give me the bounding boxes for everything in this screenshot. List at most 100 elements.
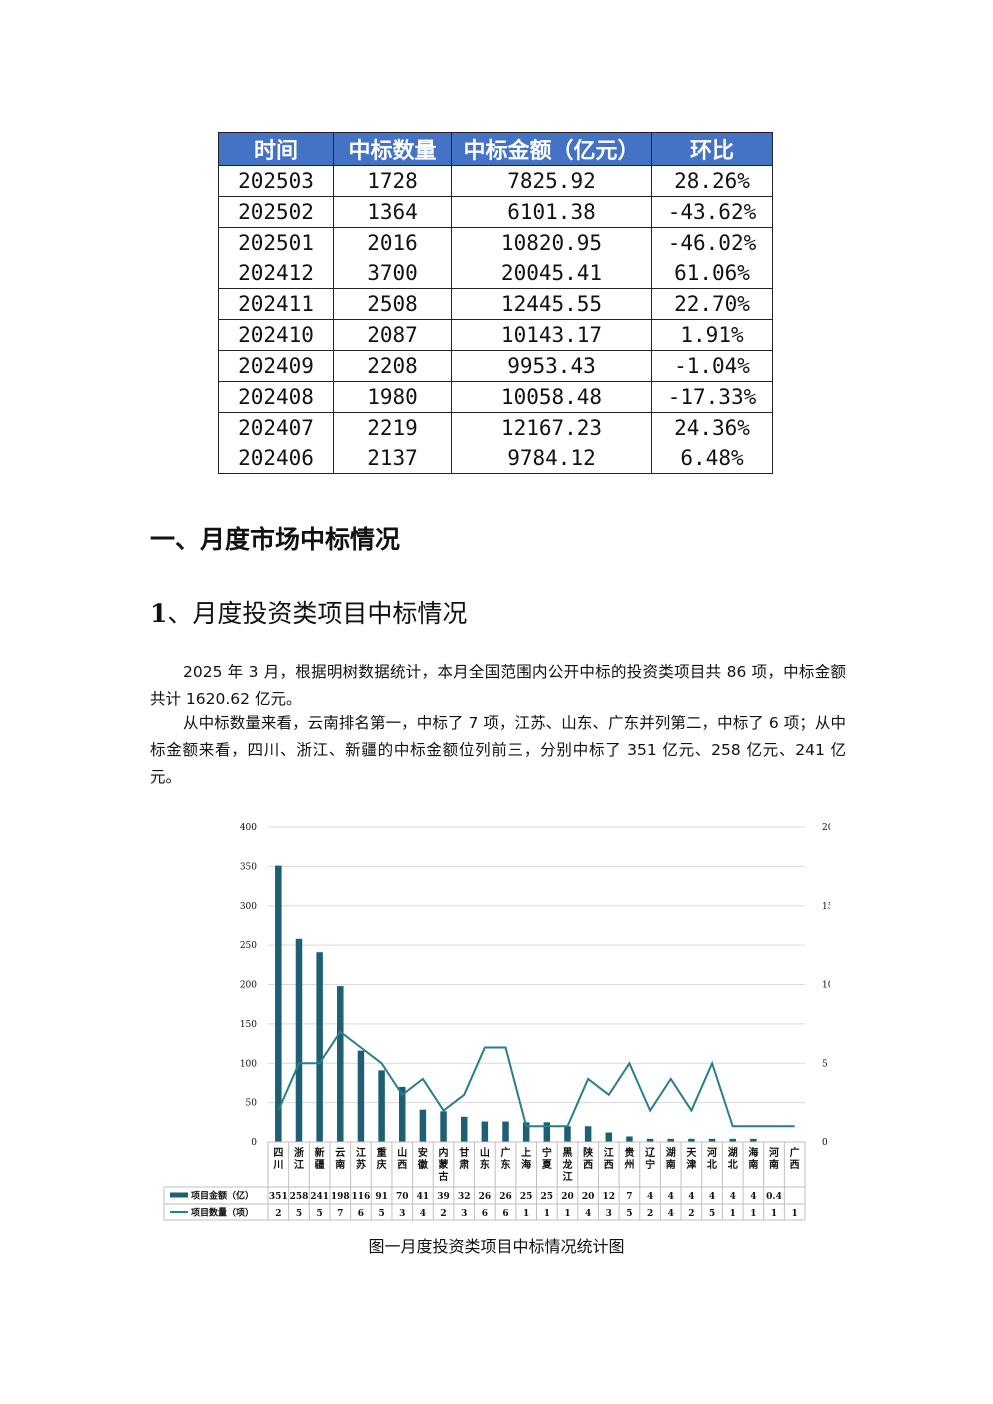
category-label: 苏 [356, 1158, 366, 1171]
heading-2-number: 1 [150, 599, 168, 628]
bar-value-label: 4 [709, 1192, 715, 1202]
cell-mom: -17.33% [651, 381, 773, 413]
line-value-label: 1 [544, 1209, 550, 1219]
line-value-label: 2 [440, 1209, 446, 1219]
cell-mom: 28.26% [651, 165, 773, 197]
table-row: 202411 2508 12445.55 22.70% [218, 288, 773, 320]
category-label: 广 [790, 1146, 800, 1159]
category-label: 河 [707, 1147, 717, 1159]
bar-value-label: 351 [269, 1192, 288, 1202]
bar-value-label: 4 [647, 1192, 653, 1202]
cell-count: 1980 [333, 381, 452, 413]
cell-count: 2208 [333, 350, 452, 382]
bar [460, 1116, 468, 1142]
category-label: 山 [397, 1146, 407, 1159]
cell-count: 2087 [333, 319, 452, 351]
paragraph-summary: 2025 年 3 月，根据明树数据统计，本月全国范围内公开中标的投资类项目共 8… [150, 663, 846, 708]
cell-amount: 12445.55 [451, 288, 652, 320]
y-right-tick-label: 20 [822, 823, 830, 833]
category-label: 津 [686, 1158, 696, 1171]
category-label: 庆 [376, 1158, 387, 1171]
cell-time: 202502 [218, 196, 334, 228]
bar-value-label: 241 [310, 1192, 329, 1202]
bar [502, 1121, 509, 1142]
category-label: 安 [418, 1146, 428, 1159]
category-label: 辽 [645, 1147, 656, 1159]
category-label: 州 [623, 1159, 634, 1171]
category-label: 贵 [624, 1146, 634, 1159]
category-label: 陕 [583, 1146, 593, 1159]
category-label: 海 [748, 1146, 758, 1159]
bar-value-label: 70 [396, 1192, 409, 1202]
header-mom: 环比 [651, 132, 773, 166]
header-count: 中标数量 [333, 132, 452, 166]
bar-value-label: 4 [688, 1192, 694, 1202]
y-left-tick-label: 0 [251, 1138, 257, 1148]
bar-value-label: 258 [290, 1192, 309, 1202]
category-label: 浙 [294, 1146, 304, 1159]
category-label: 江 [294, 1158, 304, 1171]
line-value-label: 2 [647, 1209, 653, 1219]
bar [522, 1122, 530, 1142]
bar [584, 1126, 592, 1142]
bar-value-label: 39 [437, 1192, 450, 1202]
y-right-tick-label: 0 [822, 1138, 828, 1148]
category-label: 四 [273, 1147, 283, 1159]
chart-caption: 图一月度投资类项目中标情况统计图 [368, 1237, 625, 1256]
cell-amount: 6101.38 [451, 196, 652, 228]
category-label: 夏 [541, 1159, 553, 1171]
bar [688, 1138, 695, 1142]
category-label: 南 [335, 1158, 345, 1171]
bar [605, 1132, 613, 1142]
bar-value-label: 20 [582, 1192, 595, 1202]
line-value-label: 6 [502, 1209, 508, 1219]
y-left-tick-label: 200 [240, 981, 257, 991]
cell-amount: 20045.41 [451, 258, 652, 289]
bar-value-label: 41 [417, 1192, 430, 1202]
bar-value-label: 91 [375, 1192, 388, 1202]
bar-value-label: 0.4 [766, 1192, 782, 1202]
summary-table: 时间 中标数量 中标金额（亿元） 环比 202503 1728 7825.92 28.… [218, 132, 773, 474]
cell-mom: 61.06% [651, 258, 773, 289]
cell-time: 202412 [218, 258, 334, 289]
category-label: 江 [604, 1146, 614, 1159]
line-value-label: 6 [358, 1209, 364, 1219]
table-header-row: 时间 中标数量 中标金额（亿元） 环比 [218, 132, 773, 166]
cell-amount: 9784.12 [451, 443, 652, 474]
category-label: 广 [501, 1146, 511, 1159]
table-row: 202410 2087 10143.17 1.91% [218, 319, 773, 351]
category-label: 东 [501, 1158, 511, 1171]
cell-mom: 1.91% [651, 319, 773, 351]
heading-2-text: 、月度投资类项目中标情况 [167, 599, 468, 628]
category-label: 新 [315, 1146, 325, 1159]
count-line [277, 1030, 795, 1128]
category-label: 宁 [645, 1158, 655, 1171]
line-value-label: 5 [317, 1209, 323, 1219]
line-value-label: 1 [750, 1209, 756, 1219]
category-label: 东 [480, 1158, 490, 1171]
cell-time: 202503 [218, 165, 334, 197]
cell-count: 2137 [333, 443, 452, 474]
line-value-label: 7 [337, 1209, 343, 1219]
bar [399, 1086, 406, 1142]
line-value-label: 6 [482, 1209, 488, 1219]
category-label: 宁 [542, 1146, 552, 1159]
line-value-label: 5 [709, 1209, 715, 1219]
category-label: 河 [769, 1147, 779, 1159]
y-left-tick-label: 100 [240, 1059, 257, 1069]
category-label: 西 [790, 1159, 800, 1171]
bar-value-label: 26 [479, 1192, 492, 1202]
category-label: 疆 [315, 1159, 325, 1171]
bar [316, 952, 323, 1142]
category-label: 南 [748, 1158, 758, 1171]
cell-time: 202410 [218, 319, 334, 351]
category-label: 龙 [561, 1158, 572, 1171]
bar [357, 1050, 365, 1142]
line-value-label: 2 [688, 1209, 694, 1219]
line-value-label: 1 [792, 1209, 798, 1219]
legend-bar-marker [170, 1192, 188, 1198]
category-label: 天 [686, 1147, 697, 1159]
y-right-tick-label: 5 [822, 1059, 828, 1069]
table-row: 202501 2016 10820.95 -46.02% [218, 227, 773, 258]
bar-value-label: 12 [603, 1192, 616, 1202]
